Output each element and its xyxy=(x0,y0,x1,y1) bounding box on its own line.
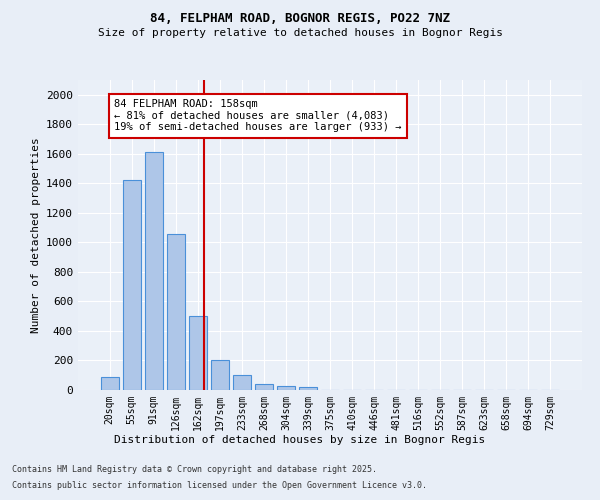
Bar xyxy=(123,180,140,390)
Y-axis label: Number of detached properties: Number of detached properties xyxy=(31,137,41,333)
Text: Distribution of detached houses by size in Bognor Regis: Distribution of detached houses by size … xyxy=(115,435,485,445)
Bar xyxy=(145,152,163,390)
Bar xyxy=(189,316,206,390)
Bar xyxy=(167,234,185,390)
Bar xyxy=(101,378,119,390)
Bar xyxy=(277,386,295,390)
Text: Contains HM Land Registry data © Crown copyright and database right 2025.: Contains HM Land Registry data © Crown c… xyxy=(12,466,377,474)
Bar xyxy=(211,360,229,390)
Text: Size of property relative to detached houses in Bognor Regis: Size of property relative to detached ho… xyxy=(97,28,503,38)
Text: 84 FELPHAM ROAD: 158sqm
← 81% of detached houses are smaller (4,083)
19% of semi: 84 FELPHAM ROAD: 158sqm ← 81% of detache… xyxy=(114,99,401,132)
Bar xyxy=(255,384,273,390)
Text: Contains public sector information licensed under the Open Government Licence v3: Contains public sector information licen… xyxy=(12,480,427,490)
Bar xyxy=(233,374,251,390)
Bar xyxy=(299,387,317,390)
Text: 84, FELPHAM ROAD, BOGNOR REGIS, PO22 7NZ: 84, FELPHAM ROAD, BOGNOR REGIS, PO22 7NZ xyxy=(150,12,450,26)
